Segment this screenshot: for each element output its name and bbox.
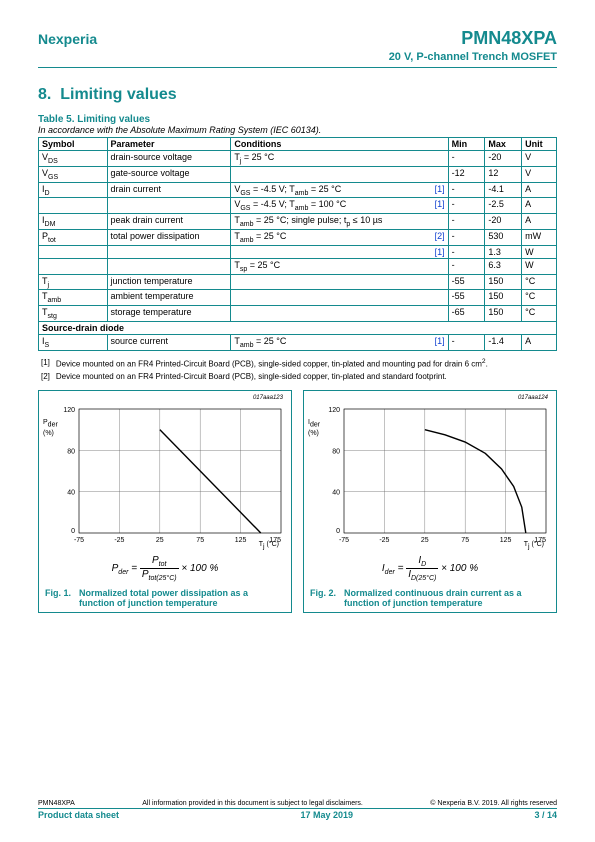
svg-text:-25: -25	[114, 537, 124, 544]
svg-text:75: 75	[196, 537, 204, 544]
svg-text:80: 80	[332, 449, 340, 456]
page-footer: PMN48XPA All information provided in thi…	[38, 800, 557, 820]
svg-text:80: 80	[67, 449, 75, 456]
section-title: 8. Limiting values	[38, 86, 557, 104]
svg-text:120: 120	[63, 407, 75, 414]
footnotes: [1]Device mounted on an FR4 Printed-Circ…	[38, 355, 493, 385]
svg-text:-25: -25	[379, 537, 389, 544]
svg-text:-75: -75	[74, 537, 84, 544]
footer-copy: © Nexperia B.V. 2019. All rights reserve…	[430, 800, 557, 807]
table-row: VGS = -4.5 V; Tamb = 100 °C[1]--2.5A	[39, 198, 557, 214]
svg-text:75: 75	[461, 537, 469, 544]
svg-text:25: 25	[156, 537, 164, 544]
svg-text:0: 0	[336, 528, 340, 535]
table-row: Ptottotal power dissipationTamb = 25 °C[…	[39, 229, 557, 245]
footer-part: PMN48XPA	[38, 800, 75, 807]
table-row: Tsp = 25 °C-6.3W	[39, 258, 557, 274]
table-row: VDSdrain-source voltageTj = 25 °C--20V	[39, 151, 557, 167]
table-title: Table 5. Limiting values	[38, 114, 557, 125]
footer-disclaimer: All information provided in this documen…	[142, 800, 363, 807]
part-number: PMN48XPA	[461, 28, 557, 49]
svg-text:125: 125	[500, 537, 512, 544]
footer-rule	[38, 808, 557, 809]
subtitle: 20 V, P-channel Trench MOSFET	[38, 51, 557, 63]
footer-doctype: Product data sheet	[38, 810, 119, 820]
table-row: Tambambient temperature-55150°C	[39, 290, 557, 306]
svg-text:0: 0	[71, 528, 75, 535]
table-subtitle: In accordance with the Absolute Maximum …	[38, 125, 557, 135]
svg-text:125: 125	[235, 537, 247, 544]
footer-page: 3 / 14	[534, 810, 557, 820]
svg-text:25: 25	[421, 537, 429, 544]
table-row: VGSgate-source voltage-1212V	[39, 166, 557, 182]
limiting-values-table: SymbolParameterConditionsMinMaxUnit VDSd…	[38, 137, 557, 351]
table-row: ISsource currentTamb = 25 °C[1]--1.4A	[39, 334, 557, 350]
table-row: Tstgstorage temperature-65150°C	[39, 306, 557, 322]
table-row: [1]-1.3W	[39, 245, 557, 258]
footer-date: 17 May 2019	[300, 810, 353, 820]
brand: Nexperia	[38, 31, 97, 47]
table-row: IDMpeak drain currentTamb = 25 °C; singl…	[39, 214, 557, 230]
svg-text:40: 40	[332, 490, 340, 497]
figure-2: 017aaa124Ider(%)-75-25257512517504080120…	[303, 390, 557, 612]
table-row: IDdrain currentVGS = -4.5 V; Tamb = 25 °…	[39, 182, 557, 198]
table-row: Tjjunction temperature-55150°C	[39, 274, 557, 290]
svg-text:-75: -75	[339, 537, 349, 544]
header-rule	[38, 67, 557, 68]
figure-1: 017aaa123Pder(%)-75-25257512517504080120…	[38, 390, 292, 612]
svg-text:40: 40	[67, 490, 75, 497]
svg-text:120: 120	[328, 407, 340, 414]
